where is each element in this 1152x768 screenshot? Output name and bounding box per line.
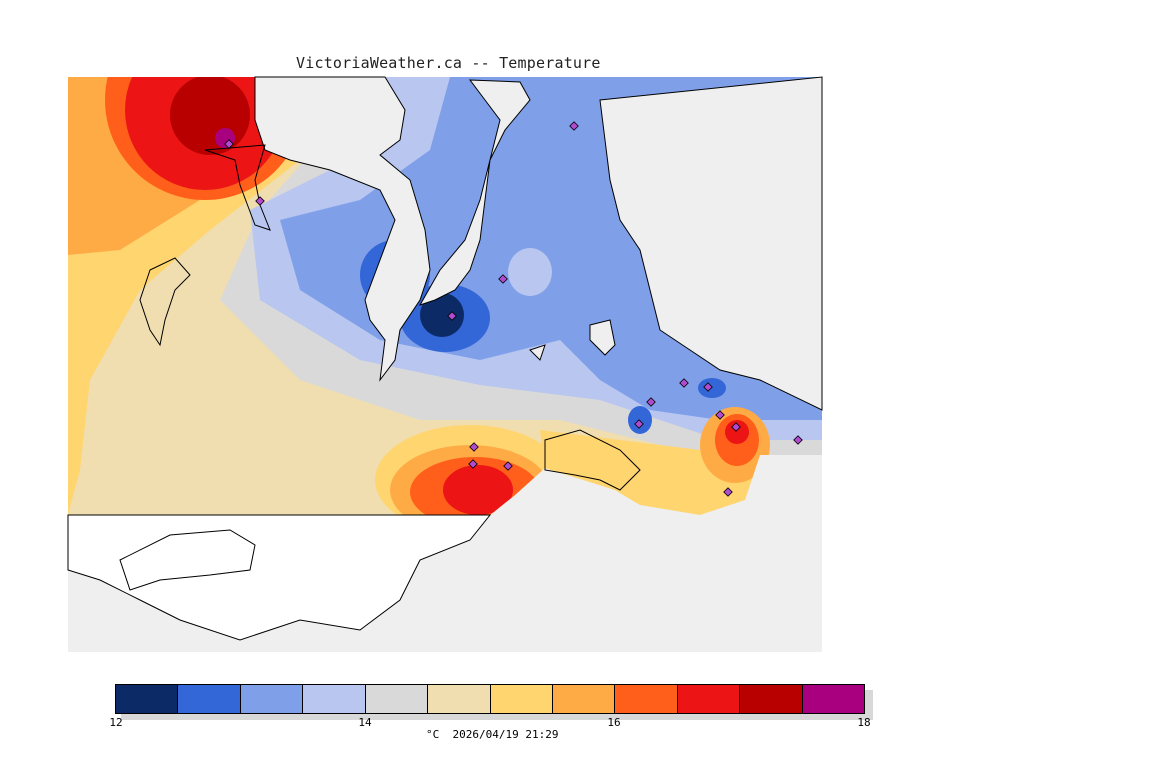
coast-islet: [589, 319, 616, 356]
station-marker[interactable]: [679, 378, 689, 388]
station-marker[interactable]: [447, 311, 457, 321]
station-marker[interactable]: [503, 461, 513, 471]
station-marker[interactable]: [731, 422, 741, 432]
colorbar-tick-label: 16: [607, 716, 621, 729]
station-marker[interactable]: [469, 442, 479, 452]
station-marker[interactable]: [468, 459, 478, 469]
colorbar-swatch: [740, 685, 803, 713]
station-markers: [224, 121, 803, 497]
station-marker[interactable]: [646, 397, 656, 407]
colorbar-tickline: [365, 684, 366, 714]
station-marker[interactable]: [498, 274, 508, 284]
colorbar-swatch: [615, 685, 678, 713]
colorbar-swatch: [365, 685, 429, 713]
colorbar-swatch: [677, 685, 741, 713]
station-marker[interactable]: [715, 410, 725, 420]
water-east: [599, 76, 823, 411]
water-south: [67, 514, 492, 641]
coast-islet-2: [529, 344, 546, 361]
colorbar-swatch: [802, 685, 865, 713]
coast-olympic: [119, 529, 256, 591]
colorbar-swatch: [240, 685, 304, 713]
water-strait: [254, 76, 431, 382]
station-marker[interactable]: [634, 419, 644, 429]
colorbar-tick-label: 12: [109, 716, 123, 729]
colorbar: [115, 684, 865, 714]
coast-island: [139, 257, 191, 347]
map-title: VictoriaWeather.ca -- Temperature: [296, 54, 601, 72]
colorbar-tick-label: 14: [358, 716, 372, 729]
colorbar-swatch: [552, 685, 616, 713]
colorbar-tick-label: 18: [857, 716, 871, 729]
station-marker[interactable]: [703, 382, 713, 392]
station-marker[interactable]: [224, 139, 234, 149]
coast-peninsula: [204, 144, 271, 231]
water-inlet: [418, 79, 531, 306]
units-and-timestamp: °C 2026/04/19 21:29: [426, 728, 559, 741]
colorbar-swatch: [303, 685, 366, 713]
station-marker[interactable]: [255, 196, 265, 206]
station-marker[interactable]: [723, 487, 733, 497]
colorbar-swatch: [428, 685, 491, 713]
colorbar-swatch: [490, 685, 553, 713]
colorbar-swatch: [178, 685, 241, 713]
coast-south-shore: [544, 429, 641, 491]
colorbar-swatch: [116, 685, 179, 713]
station-marker[interactable]: [569, 121, 579, 131]
station-marker[interactable]: [793, 435, 803, 445]
colorbar-tickline: [614, 684, 615, 714]
